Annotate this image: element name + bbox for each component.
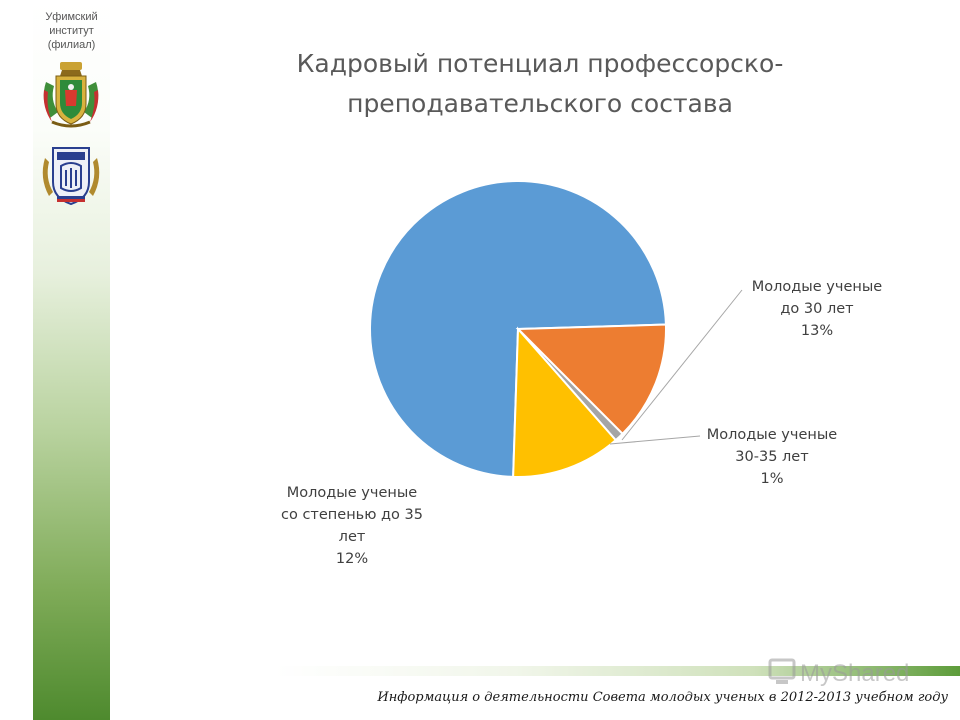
bottom-rule <box>275 666 960 676</box>
institute-line: Уфимский <box>45 11 98 23</box>
leader-line <box>609 435 701 445</box>
label-line: со степенью до 35 <box>281 507 423 523</box>
label-percent: 13% <box>800 323 834 339</box>
ufa-coat-of-arms-icon <box>43 62 99 128</box>
leader-line <box>621 289 743 441</box>
watermark-text: MyShared <box>800 660 909 687</box>
label-percent: 12% <box>335 551 369 567</box>
title-line: Кадровый потенциал профессорско- <box>296 49 784 78</box>
label-line: до 30 лет <box>780 301 854 317</box>
myshared-logo: MyShared <box>768 658 909 687</box>
label-line: лет <box>338 529 366 545</box>
footer-caption: Информация о деятельности Совета молодых… <box>377 690 948 705</box>
pie-slice-under-30 <box>515 323 667 436</box>
data-label: Молодые ученые 30-35 лет 1% <box>677 424 867 490</box>
title-line: преподавательского состава <box>347 89 733 118</box>
label-line: Молодые ученые <box>286 485 418 501</box>
data-label: Молодые ученые до 30 лет 13% <box>722 276 912 342</box>
institute-name: Уфимский институт (филиал) <box>33 10 110 52</box>
label-line: Молодые ученые <box>751 279 883 295</box>
academy-emblem-icon <box>42 147 100 206</box>
institute-line: институт <box>49 25 94 37</box>
label-percent: 1% <box>760 471 784 487</box>
sidebar: Уфимский институт (филиал) <box>33 0 110 720</box>
label-line: Молодые ученые <box>706 427 838 443</box>
institute-line: (филиал) <box>47 39 96 51</box>
label-line: 30-35 лет <box>735 449 809 465</box>
page-title: Кадровый потенциал профессорско- препода… <box>180 44 900 124</box>
data-label: Молодые ученые со степенью до 35 лет 12% <box>266 482 438 570</box>
